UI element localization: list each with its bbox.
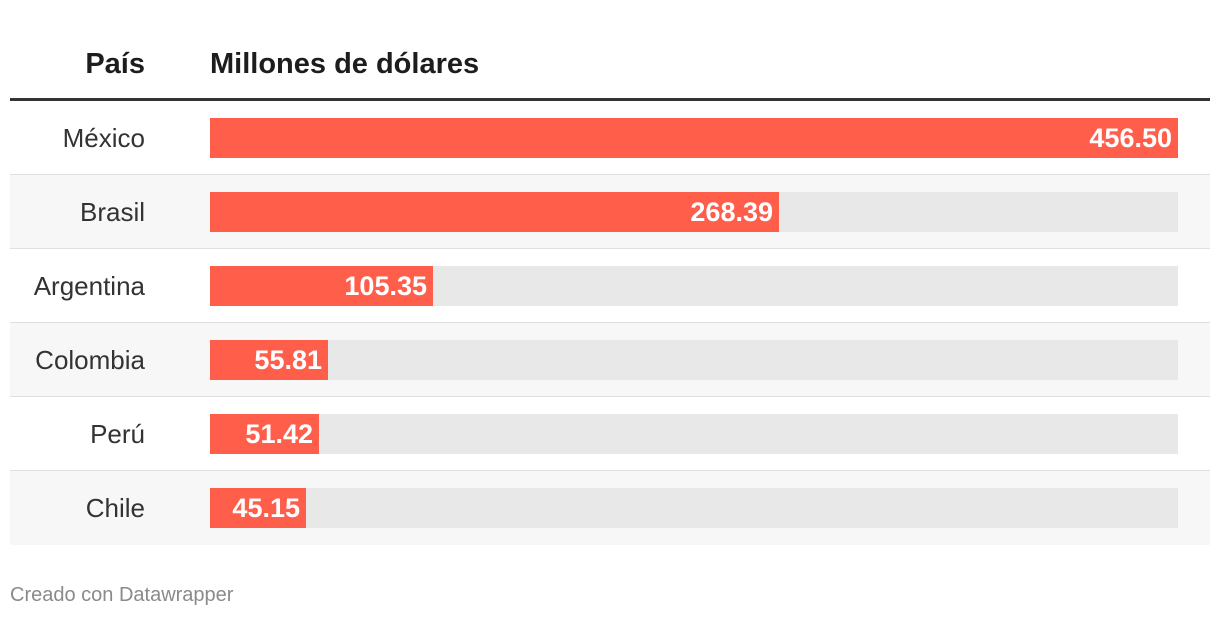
table-row: México 456.50 bbox=[10, 101, 1210, 175]
value-label: 268.39 bbox=[690, 197, 773, 227]
value-bar: 51.42 bbox=[210, 414, 319, 454]
value-bar: 268.39 bbox=[210, 192, 779, 232]
value-bar: 45.15 bbox=[210, 488, 306, 528]
table-row: Argentina 105.35 bbox=[10, 249, 1210, 323]
country-column-header: País bbox=[85, 48, 145, 80]
country-label: Brasil bbox=[79, 197, 145, 227]
country-label: Chile bbox=[85, 493, 145, 523]
bar-track: 51.42 bbox=[210, 414, 1178, 454]
value-label: 105.35 bbox=[344, 271, 427, 301]
header-rule bbox=[10, 98, 1210, 101]
table-row: Colombia 55.81 bbox=[10, 323, 1210, 397]
bar-track: 55.81 bbox=[210, 340, 1178, 380]
table-row: Brasil 268.39 bbox=[10, 175, 1210, 249]
value-bar: 105.35 bbox=[210, 266, 433, 306]
bar-track: 45.15 bbox=[210, 488, 1178, 528]
country-label: Colombia bbox=[35, 345, 145, 375]
value-label: 456.50 bbox=[1089, 123, 1172, 153]
value-label: 55.81 bbox=[254, 345, 322, 375]
table-row: Chile 45.15 bbox=[10, 471, 1210, 545]
value-bar: 55.81 bbox=[210, 340, 328, 380]
value-label: 45.15 bbox=[232, 493, 300, 523]
value-column-header: Millones de dólares bbox=[210, 48, 480, 80]
bar-track: 456.50 bbox=[210, 118, 1178, 158]
bar-track: 105.35 bbox=[210, 266, 1178, 306]
country-label: México bbox=[62, 123, 145, 153]
table-row: Perú 51.42 bbox=[10, 397, 1210, 471]
country-label: Argentina bbox=[33, 271, 145, 301]
table-header: País Millones de dólares bbox=[10, 40, 1210, 98]
value-label: 51.42 bbox=[245, 419, 313, 449]
bar-track: 268.39 bbox=[210, 192, 1178, 232]
country-label: Perú bbox=[90, 419, 145, 449]
value-bar: 456.50 bbox=[210, 118, 1178, 158]
footer-credit: Creado con Datawrapper bbox=[10, 584, 234, 606]
table-body: México 456.50 Brasil 268.39 Argentina 105.35 C… bbox=[10, 101, 1210, 545]
